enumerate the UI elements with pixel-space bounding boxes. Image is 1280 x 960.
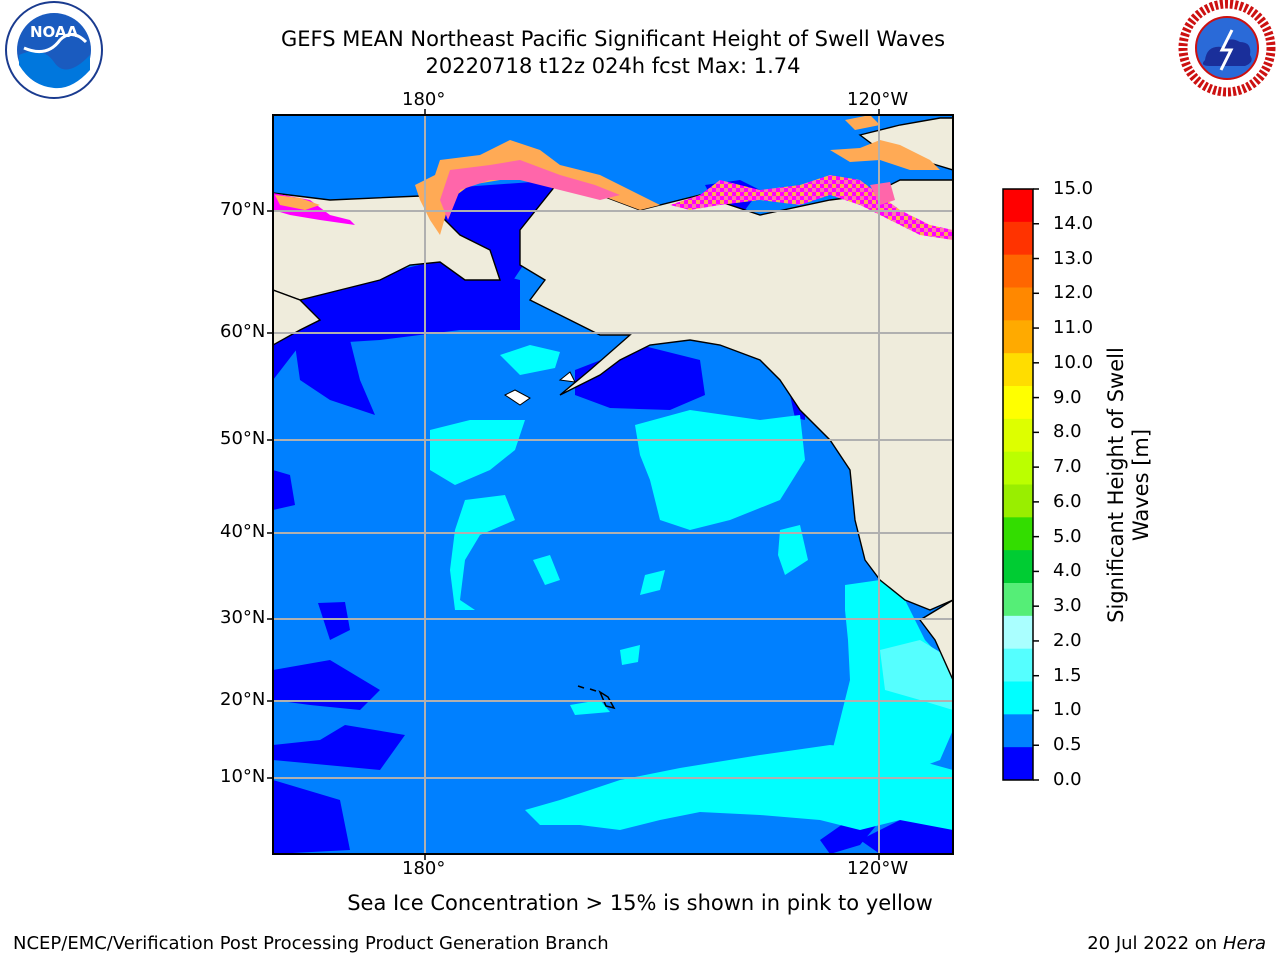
colorbar-band <box>1003 615 1033 650</box>
swell-1.0-1.5 <box>430 345 953 830</box>
noaa-logo: NOAA <box>5 1 103 99</box>
colorbar-tick-label: 5.0 <box>1053 525 1082 547</box>
lat-label-60n: 60°N <box>220 321 266 342</box>
swell-1.5-2.0 <box>880 640 953 710</box>
colorbar-tick-label: 0.5 <box>1053 734 1082 756</box>
date-stamp: 20 Jul 2022 on Hera <box>1087 933 1266 954</box>
nws-logo <box>1178 0 1276 97</box>
lat-label-40n: 40°N <box>220 521 266 542</box>
map-subtitle: 20220718 t12z 024h fcst Max: 1.74 <box>425 54 801 78</box>
colorbar-band <box>1003 517 1033 551</box>
map-frame <box>272 114 954 855</box>
colorbar-band <box>1003 583 1033 617</box>
colorbar-band <box>1003 386 1033 420</box>
colorbar-tick-label: 8.0 <box>1053 421 1082 443</box>
lat-label-30n: 30°N <box>220 607 266 628</box>
aleutians <box>504 371 576 406</box>
lon-label-top-180: 180° <box>402 89 446 110</box>
colorbar-tick-label: 10.0 <box>1053 351 1094 373</box>
stamp-date: 20 Jul 2022 on <box>1087 933 1218 954</box>
colorbar-band <box>1003 320 1033 354</box>
colorbar-tick-label: 14.0 <box>1053 212 1094 234</box>
colorbar-tick-label: 3.0 <box>1053 595 1082 617</box>
colorbar-frame <box>1002 188 1034 781</box>
colorbar-band <box>1003 484 1033 518</box>
lon-label-bottom-180: 180° <box>402 858 446 879</box>
lon-label-bottom-120w: 120°W <box>847 858 909 879</box>
stamp-host: Hera <box>1222 933 1266 954</box>
sea-ice-footnote: Sea Ice Concentration > 15% is shown in … <box>347 891 933 915</box>
colorbar-tick-label: 13.0 <box>1053 247 1094 269</box>
colorbar-tick-label: 4.0 <box>1053 560 1082 582</box>
colorbar-band <box>1003 451 1033 485</box>
colorbar-tick-label: 15.0 <box>1053 178 1094 199</box>
colorbar-tick-label: 7.0 <box>1053 456 1082 478</box>
colorbar-tick-label: 12.0 <box>1053 282 1094 304</box>
colorbar-band <box>1003 287 1033 321</box>
colorbar-tick-label: 9.0 <box>1053 386 1082 408</box>
colorbar-band <box>1003 550 1033 584</box>
colorbar-band <box>1003 648 1033 682</box>
colorbar-tick-label: 6.0 <box>1053 490 1082 512</box>
credit-text: NCEP/EMC/Verification Post Processing Pr… <box>13 933 609 954</box>
lat-label-70n: 70°N <box>220 199 266 220</box>
lat-label-50n: 50°N <box>220 428 266 449</box>
lat-label-20n: 20°N <box>220 689 266 710</box>
colorbar-band <box>1003 681 1033 715</box>
colorbar-tick-label: 2.0 <box>1053 629 1082 651</box>
colorbar-band <box>1003 714 1033 748</box>
colorbar-title: Significant Height of Swell Waves [m] <box>1104 347 1153 623</box>
colorbar-tick-label: 1.5 <box>1053 664 1082 686</box>
colorbar-band <box>1003 747 1033 781</box>
colorbar-band <box>1003 254 1033 288</box>
colorbar-band <box>1003 189 1033 223</box>
colorbar-band <box>1003 418 1033 453</box>
lat-label-10n: 10°N <box>220 766 266 787</box>
colorbar-tick-label: 1.0 <box>1053 699 1082 721</box>
colorbar-band <box>1003 221 1033 256</box>
graticule <box>273 115 953 854</box>
colorbar-band <box>1003 353 1033 387</box>
colorbar-tick-label: 0.0 <box>1053 769 1082 790</box>
sea-ice <box>273 115 953 240</box>
colorbar-bands <box>1003 189 1033 781</box>
colorbar-tick-label: 11.0 <box>1053 317 1094 339</box>
lon-label-top-120w: 120°W <box>847 89 909 110</box>
noaa-logo-text: NOAA <box>30 23 79 41</box>
map-title: GEFS MEAN Northeast Pacific Significant … <box>280 27 946 51</box>
